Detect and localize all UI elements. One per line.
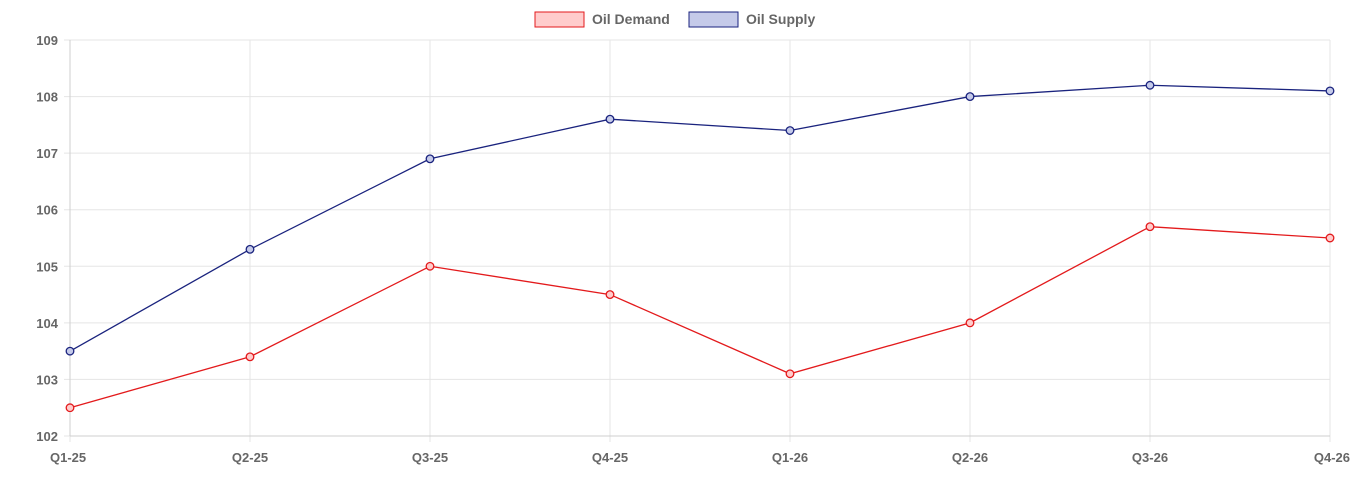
x-tick-label: Q1-25 [50, 450, 86, 465]
data-point-oil-supply[interactable] [785, 126, 795, 135]
x-tick-label: Q2-26 [952, 450, 988, 465]
series-layer [65, 80, 1335, 413]
legend-swatch-oil-demand [534, 11, 585, 28]
data-point-oil-demand[interactable] [245, 352, 255, 362]
legend-item-oil-demand[interactable]: Oil Demand [534, 11, 670, 28]
data-point-oil-supply[interactable] [425, 154, 435, 164]
data-point-oil-supply[interactable] [1325, 86, 1335, 96]
y-tick-label: 108 [36, 90, 58, 105]
data-point-oil-supply[interactable] [245, 244, 255, 254]
legend-item-oil-supply[interactable]: Oil Supply [688, 11, 815, 28]
data-point-oil-supply[interactable] [605, 114, 615, 124]
legend: Oil Demand Oil Supply [534, 11, 815, 28]
y-tick-label: 109 [36, 33, 58, 48]
y-tick-label: 106 [36, 203, 58, 218]
data-point-oil-demand[interactable] [965, 318, 975, 328]
data-point-oil-demand[interactable] [785, 369, 795, 379]
data-point-oil-demand[interactable] [1325, 233, 1335, 243]
x-tick-label: Q1-26 [772, 450, 808, 465]
data-point-oil-supply[interactable] [65, 346, 75, 356]
y-tick-label: 107 [36, 146, 58, 161]
x-tick-label: Q4-25 [592, 450, 628, 465]
x-tick-label: Q2-25 [232, 450, 268, 465]
y-tick-label: 104 [36, 316, 58, 331]
series-oil-supply [65, 80, 1335, 356]
legend-swatch-oil-supply [688, 11, 739, 28]
series-line-oil-demand [69, 226, 1331, 409]
data-point-oil-supply[interactable] [1145, 80, 1155, 90]
x-tick-label: Q3-26 [1132, 450, 1168, 465]
data-point-oil-demand[interactable] [1145, 222, 1155, 232]
y-tick-label: 103 [36, 372, 58, 387]
y-tick-label: 102 [36, 429, 58, 444]
data-point-oil-demand[interactable] [605, 290, 615, 300]
x-tick-label: Q3-25 [412, 450, 448, 465]
x-tick-label: Q4-26 [1314, 450, 1350, 465]
grid [64, 39, 1331, 442]
data-point-oil-supply[interactable] [965, 92, 975, 102]
data-point-oil-demand[interactable] [65, 403, 75, 413]
series-oil-demand [65, 222, 1335, 413]
legend-label-oil-supply: Oil Supply [746, 11, 815, 27]
y-tick-label: 105 [36, 259, 58, 274]
axis-ticks: 102 103 104 105 106 107 108 109 Q1-25 Q2-25 Q3-25 Q… [36, 33, 1350, 465]
legend-label-oil-demand: Oil Demand [592, 11, 670, 27]
series-line-oil-supply [69, 84, 1331, 352]
data-point-oil-demand[interactable] [425, 261, 435, 271]
